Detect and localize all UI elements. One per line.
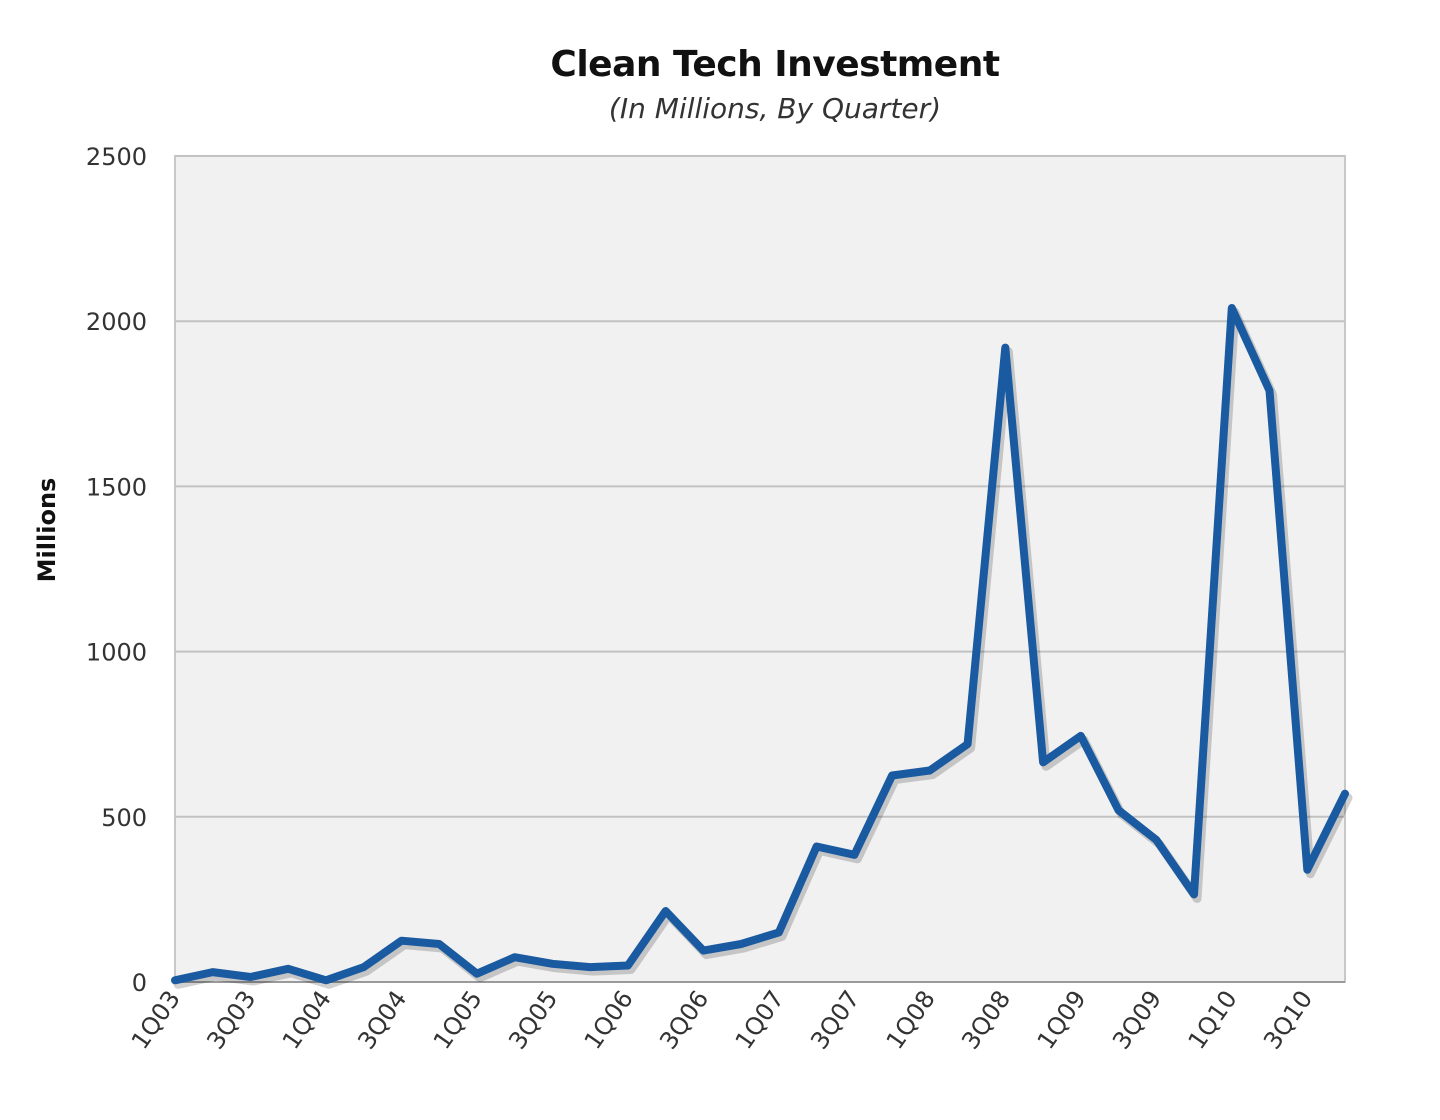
x-tick-label: 3Q03 bbox=[201, 985, 261, 1054]
x-tick-label: 3Q10 bbox=[1258, 985, 1318, 1054]
plot-background bbox=[174, 155, 1346, 983]
y-tick-label: 1000 bbox=[86, 639, 147, 667]
data-point bbox=[624, 961, 632, 969]
x-tick-label: 1Q07 bbox=[730, 985, 790, 1054]
data-point bbox=[511, 953, 519, 961]
x-tick-label: 1Q10 bbox=[1183, 985, 1243, 1054]
x-tick-label: 3Q09 bbox=[1107, 985, 1167, 1054]
data-point bbox=[775, 928, 783, 936]
data-point bbox=[813, 843, 821, 851]
data-point bbox=[1152, 836, 1160, 844]
y-tick-label: 1500 bbox=[86, 473, 147, 501]
data-point bbox=[171, 976, 179, 984]
data-point bbox=[850, 851, 858, 859]
x-tick-label: 1Q08 bbox=[881, 985, 941, 1054]
x-tick-label: 1Q04 bbox=[277, 985, 337, 1054]
x-tick-label: 3Q06 bbox=[654, 985, 714, 1054]
x-tick-label: 1Q05 bbox=[428, 985, 488, 1054]
data-point bbox=[1077, 732, 1085, 740]
y-tick-label: 0 bbox=[132, 969, 147, 997]
x-tick-label: 3Q04 bbox=[352, 985, 412, 1054]
x-tick-label: 3Q07 bbox=[805, 985, 865, 1054]
data-point bbox=[1341, 790, 1349, 798]
data-point bbox=[737, 940, 745, 948]
data-point bbox=[360, 963, 368, 971]
data-point bbox=[699, 947, 707, 955]
data-point bbox=[322, 976, 330, 984]
data-point bbox=[964, 740, 972, 748]
data-point bbox=[1228, 304, 1236, 312]
data-point bbox=[1266, 387, 1274, 395]
data-point bbox=[435, 940, 443, 948]
data-point bbox=[1039, 758, 1047, 766]
x-tick-label: 1Q09 bbox=[1032, 985, 1092, 1054]
data-point bbox=[397, 937, 405, 945]
series-line bbox=[171, 304, 1349, 985]
data-point bbox=[246, 973, 254, 981]
data-point bbox=[586, 963, 594, 971]
data-point bbox=[1001, 344, 1009, 352]
chart-title: Clean Tech Investment bbox=[550, 44, 1000, 85]
y-tick-label: 2000 bbox=[86, 308, 147, 336]
data-point bbox=[1115, 806, 1123, 814]
x-tick-label: 3Q05 bbox=[503, 985, 563, 1054]
data-point bbox=[473, 970, 481, 978]
data-point bbox=[284, 965, 292, 973]
data-point bbox=[548, 960, 556, 968]
data-point bbox=[888, 772, 896, 780]
y-tick-label: 500 bbox=[101, 804, 147, 832]
data-point bbox=[209, 968, 217, 976]
x-tick-label: 1Q06 bbox=[579, 985, 639, 1054]
data-point bbox=[1303, 866, 1311, 874]
data-point bbox=[662, 907, 670, 915]
data-point bbox=[926, 767, 934, 775]
data-point bbox=[1190, 890, 1198, 898]
chart-subtitle: (In Millions, By Quarter) bbox=[608, 92, 942, 125]
y-tick-label: 2500 bbox=[86, 143, 147, 171]
x-tick-label: 3Q08 bbox=[956, 985, 1016, 1054]
